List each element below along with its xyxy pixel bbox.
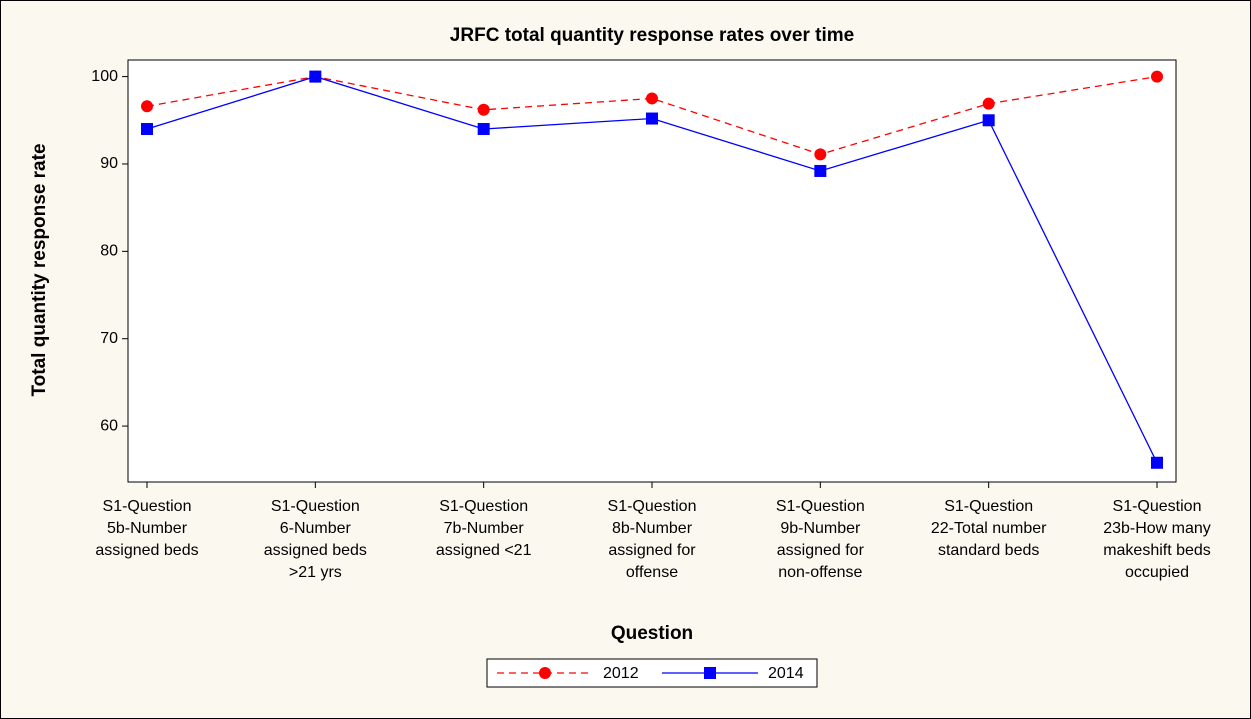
- x-tick-label: standard beds: [938, 542, 1039, 559]
- data-point: [1151, 70, 1163, 83]
- y-tick-label: 100: [91, 68, 118, 85]
- data-point: [141, 100, 153, 113]
- x-tick-label: assigned for: [777, 542, 865, 559]
- x-tick-label: offense: [626, 564, 678, 581]
- legend-label: 2014: [768, 665, 804, 682]
- x-tick-label: makeshift beds: [1103, 542, 1211, 559]
- data-point: [646, 112, 658, 125]
- x-tick-label: assigned beds: [95, 542, 198, 559]
- x-tick-label: S1-Question: [103, 498, 192, 515]
- x-tick-label: 23b-How many: [1103, 520, 1211, 537]
- x-tick-label: 22-Total number: [931, 520, 1047, 537]
- legend-marker: [539, 667, 551, 679]
- data-point: [814, 164, 827, 177]
- data-point: [814, 148, 827, 161]
- x-tick-label: assigned beds: [264, 542, 367, 559]
- x-tick-label: 9b-Number: [780, 520, 861, 537]
- plot-area: [127, 59, 1177, 483]
- x-tick-label: assigned for: [608, 542, 696, 559]
- x-tick-label: 7b-Number: [444, 520, 525, 537]
- data-point: [982, 114, 995, 127]
- data-point: [646, 92, 658, 105]
- y-tick-label: 70: [100, 330, 118, 347]
- x-tick-label: non-offense: [778, 564, 862, 581]
- y-tick-label: 60: [100, 417, 118, 434]
- data-point: [982, 97, 995, 110]
- x-tick-label: 8b-Number: [612, 520, 693, 537]
- x-tick-label: 6-Number: [280, 520, 352, 537]
- x-tick-label: >21 yrs: [289, 564, 342, 581]
- x-tick-label: 5b-Number: [107, 520, 188, 537]
- x-tick-label: occupied: [1125, 564, 1189, 581]
- x-axis-label: Question: [611, 623, 693, 644]
- x-tick-label: assigned <21: [436, 542, 532, 559]
- x-tick-label: S1-Question: [271, 498, 360, 515]
- x-tick-label: S1-Question: [439, 498, 528, 515]
- data-point: [141, 123, 153, 136]
- legend-label: 2012: [603, 665, 639, 682]
- data-point: [309, 70, 322, 83]
- chart-title: JRFC total quantity response rates over …: [450, 25, 854, 46]
- x-tick-label: S1-Question: [1113, 498, 1202, 515]
- y-tick-label: 80: [100, 243, 118, 260]
- y-axis-label: Total quantity response rate: [29, 143, 50, 396]
- x-tick-label: S1-Question: [944, 498, 1033, 515]
- y-tick-label: 90: [100, 155, 118, 172]
- data-point: [1151, 456, 1163, 469]
- data-point: [477, 123, 490, 136]
- data-point: [477, 103, 490, 116]
- x-tick-label: S1-Question: [608, 498, 697, 515]
- legend-marker: [704, 667, 716, 679]
- x-tick-label: S1-Question: [776, 498, 865, 515]
